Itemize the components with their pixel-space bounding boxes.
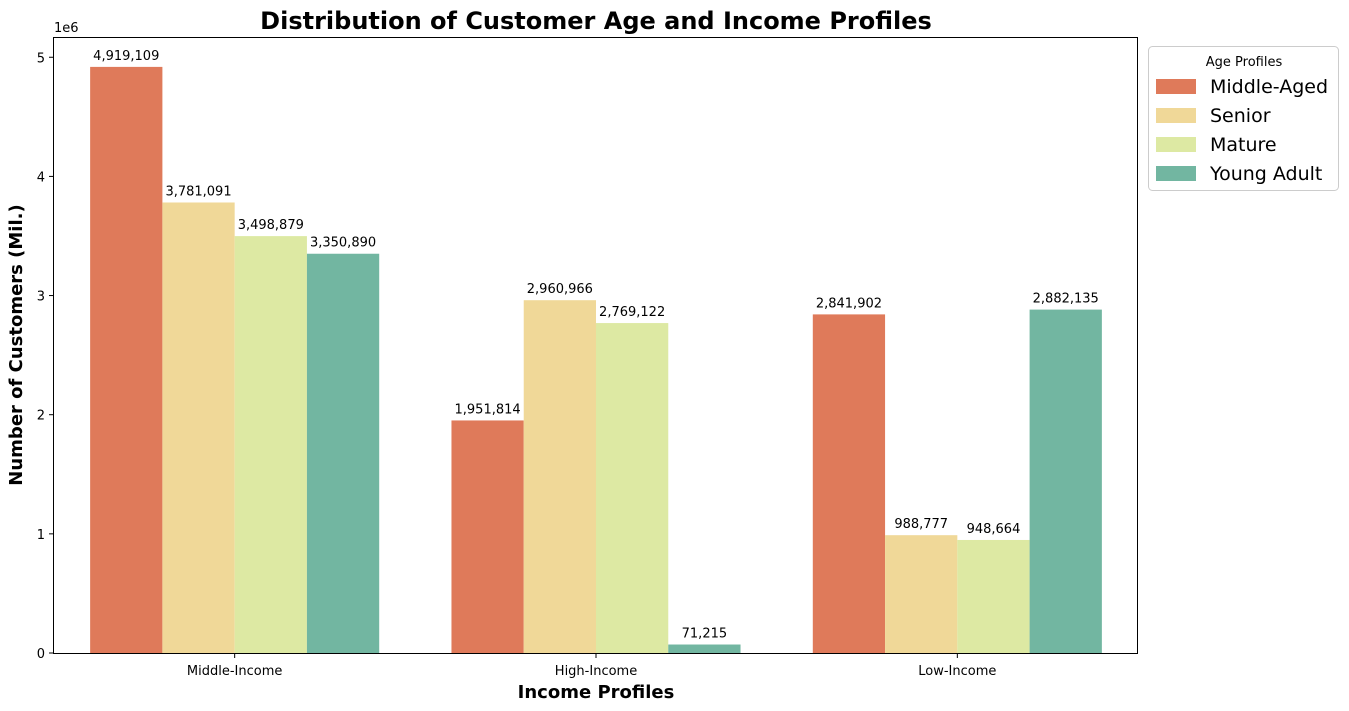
bar-value-label: 71,215 — [682, 627, 728, 642]
y-tick-label: 4 — [37, 170, 45, 185]
y-tick-label: 0 — [37, 647, 45, 662]
bars-group — [90, 66, 1102, 654]
bar-value-label: 2,960,966 — [527, 282, 593, 297]
x-axis-label: Income Profiles — [518, 682, 675, 703]
bar — [451, 420, 524, 653]
bar-value-label: 2,769,122 — [599, 305, 665, 320]
legend-swatch — [1156, 166, 1196, 181]
bar — [523, 300, 596, 653]
bar-value-label: 948,664 — [967, 522, 1021, 537]
bar — [162, 202, 235, 653]
legend-swatch — [1156, 108, 1196, 123]
y-tick-label: 3 — [37, 290, 45, 305]
chart-title: Distribution of Customer Age and Income … — [260, 7, 932, 35]
legend: Age Profiles Middle-Aged Senior Mature Youn… — [1148, 46, 1339, 191]
bar — [812, 314, 886, 653]
bar — [596, 323, 669, 653]
bar-value-label: 3,498,879 — [238, 218, 304, 233]
bar-value-label: 3,781,091 — [165, 184, 231, 199]
y-axis-label: Number of Customers (Mil.) — [6, 204, 27, 485]
bar — [885, 535, 958, 653]
y-tick-label: 5 — [37, 51, 45, 66]
legend-swatch — [1156, 79, 1196, 94]
legend-entry-label: Young Adult — [1209, 163, 1322, 185]
legend-entry-label: Senior — [1210, 105, 1271, 127]
bar — [668, 644, 741, 653]
bar-value-label: 4,919,109 — [93, 49, 159, 64]
x-tick-label: Middle-Income — [187, 664, 282, 679]
bar — [306, 253, 380, 653]
y-tick-label: 2 — [37, 409, 45, 424]
bar — [234, 236, 307, 653]
bar-value-label: 2,841,902 — [816, 296, 882, 311]
legend-entry-label: Mature — [1210, 134, 1277, 156]
legend-swatch — [1156, 137, 1196, 152]
bar — [957, 539, 1030, 653]
bar-labels-group: 4,919,109 1,951,814 2,841,902 3,781,091 2,96… — [93, 49, 1099, 642]
bar-value-label: 1,951,814 — [455, 402, 521, 417]
x-axis-ticks: Middle-Income High-Income Low-Income — [187, 653, 996, 679]
x-tick-label: High-Income — [555, 664, 637, 679]
x-tick-label: Low-Income — [918, 664, 996, 679]
bar-value-label: 988,777 — [894, 517, 948, 532]
bar-value-label: 2,882,135 — [1033, 292, 1099, 307]
bar-value-label: 3,350,890 — [310, 236, 376, 251]
bar — [1029, 309, 1102, 653]
legend-title: Age Profiles — [1206, 55, 1283, 70]
legend-entry-label: Middle-Aged — [1210, 76, 1328, 98]
y-axis-ticks: 0 1 2 3 4 5 — [37, 51, 54, 662]
y-offset-label: 1e6 — [54, 21, 79, 36]
bar — [90, 66, 163, 654]
y-tick-label: 1 — [37, 528, 45, 543]
